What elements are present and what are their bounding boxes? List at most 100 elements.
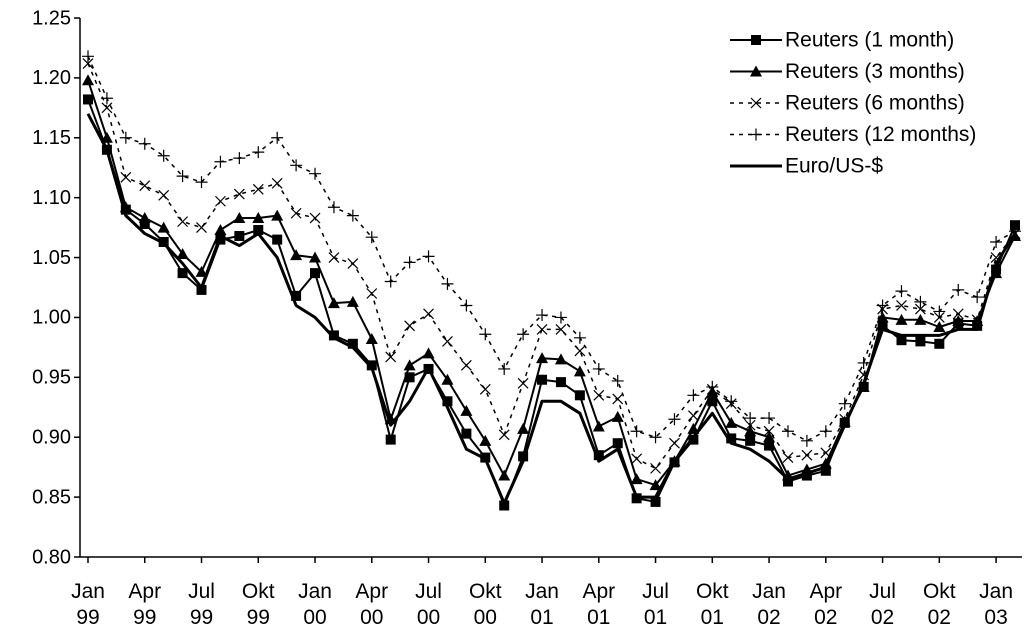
marker: [707, 396, 718, 407]
marker: [384, 275, 397, 288]
x-tick-label: Jan 02: [752, 580, 786, 629]
x-tick-label: Okt 99: [241, 580, 275, 629]
marker: [82, 50, 94, 63]
x-tick-label: Jan 03: [979, 580, 1013, 629]
marker: [441, 373, 454, 385]
y-tick-label: 1.20: [32, 67, 71, 89]
marker: [310, 268, 321, 279]
marker: [366, 288, 378, 299]
x-tick-label: Jul 99: [188, 580, 215, 629]
marker: [745, 435, 756, 446]
legend-label: Reuters (3 months): [785, 60, 965, 83]
marker: [611, 410, 624, 422]
x-tick-label: Jul 02: [869, 580, 896, 629]
y-tick-label: 1.00: [32, 307, 71, 329]
marker: [176, 170, 189, 183]
marker: [763, 425, 775, 437]
marker: [253, 225, 264, 236]
marker: [744, 425, 757, 437]
line-series: [87, 63, 1016, 470]
legend-marker: [750, 97, 762, 109]
marker: [196, 284, 207, 295]
marker: [517, 377, 529, 389]
x-tick-label: Jan 00: [298, 580, 332, 629]
marker: [952, 283, 965, 296]
marker: [82, 58, 94, 69]
marker: [555, 323, 567, 335]
marker: [574, 390, 585, 401]
marker: [385, 351, 397, 363]
marker: [271, 177, 283, 189]
marker: [763, 412, 776, 425]
marker: [139, 219, 150, 230]
marker: [138, 137, 151, 150]
marker: [725, 395, 738, 408]
marker: [309, 167, 322, 180]
x-tick-label: Jul 01: [642, 580, 669, 629]
marker: [404, 372, 415, 383]
marker: [612, 393, 624, 405]
marker: [442, 335, 453, 347]
marker: [177, 268, 188, 279]
marker: [650, 462, 661, 474]
marker: [499, 500, 510, 511]
x-tick-label: Okt 00: [468, 580, 502, 629]
marker: [423, 308, 434, 320]
marker: [422, 347, 435, 359]
marker: [573, 365, 586, 377]
marker: [934, 338, 945, 349]
marker: [233, 152, 246, 165]
marker: [196, 222, 207, 234]
marker: [592, 420, 605, 432]
marker: [593, 450, 604, 461]
marker: [764, 440, 775, 451]
marker: [782, 452, 794, 464]
marker: [479, 383, 491, 395]
marker: [555, 377, 566, 388]
marker: [593, 389, 605, 401]
marker: [744, 419, 756, 431]
marker: [252, 212, 265, 224]
x-tick-label: Jan 01: [525, 580, 559, 629]
marker: [857, 356, 870, 369]
marker: [403, 359, 416, 371]
marker: [687, 389, 700, 402]
marker: [328, 330, 339, 341]
marker: [347, 338, 358, 349]
x-tick-label: Apr 01: [582, 580, 616, 629]
marker: [195, 265, 208, 277]
marker: [460, 299, 473, 312]
marker: [896, 300, 907, 311]
marker: [630, 473, 643, 485]
marker: [706, 380, 719, 393]
x-tick-label: Apr 02: [809, 580, 843, 629]
marker: [460, 359, 472, 371]
marker: [442, 396, 453, 407]
marker: [233, 188, 245, 200]
marker: [611, 374, 624, 387]
marker: [139, 180, 151, 192]
marker: [801, 470, 812, 481]
marker: [838, 415, 851, 427]
x-tick-label: Apr 00: [355, 580, 389, 629]
legend-marker: [750, 128, 762, 141]
marker: [441, 277, 454, 290]
marker: [971, 291, 984, 304]
marker: [895, 313, 908, 325]
marker: [649, 431, 662, 444]
marker: [896, 335, 907, 346]
marker: [309, 212, 321, 224]
marker: [234, 230, 245, 241]
legend-label: Reuters (6 months): [785, 92, 965, 115]
y-tick-label: 0.95: [32, 367, 71, 389]
marker: [157, 221, 170, 233]
marker: [536, 352, 549, 364]
marker: [328, 252, 340, 263]
marker: [422, 250, 435, 263]
marker: [498, 469, 511, 481]
x-tick-label: Apr 99: [128, 580, 162, 629]
marker: [933, 305, 946, 318]
marker: [914, 303, 926, 315]
marker: [82, 74, 94, 86]
marker: [365, 333, 378, 345]
